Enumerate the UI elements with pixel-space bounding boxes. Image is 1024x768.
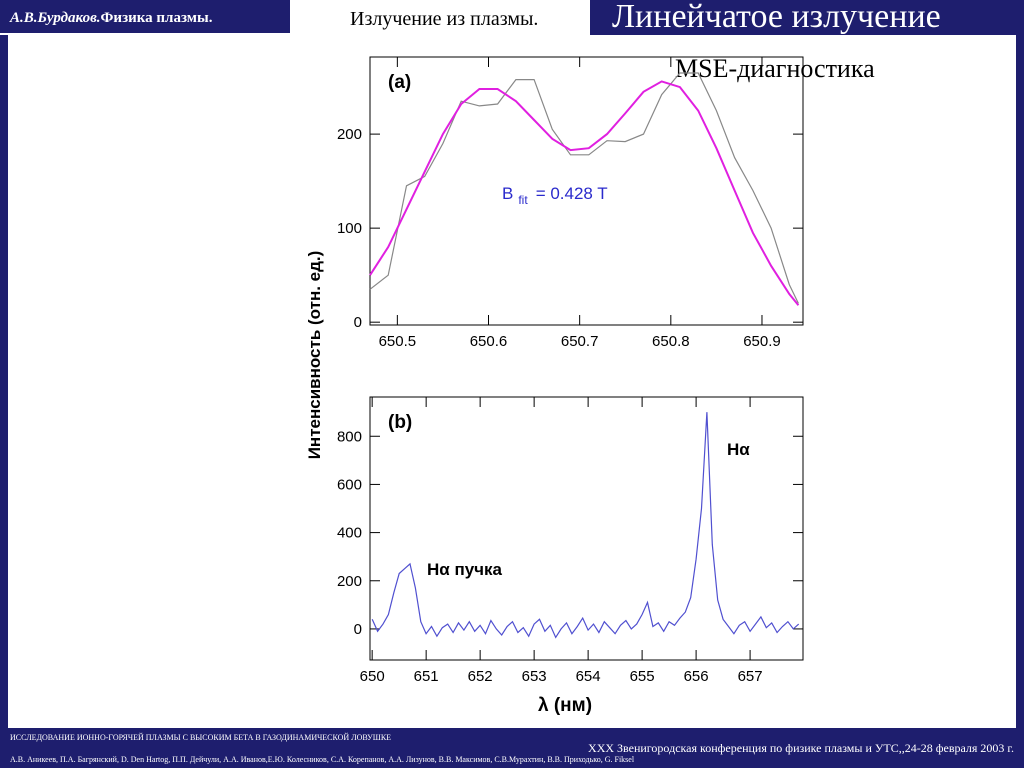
plot-frame <box>369 56 804 326</box>
slide-title: Линейчатое излучение <box>612 0 941 35</box>
data-line <box>371 412 800 639</box>
peak-label: Hα <box>727 440 750 459</box>
x-tick-label: 651 <box>414 668 439 685</box>
y-tick-label: 600 <box>337 476 362 493</box>
footer-conference: XXX Звенигородская конференция по физике… <box>588 741 1014 755</box>
x-tick-label: 656 <box>684 668 709 685</box>
y-tick-label: 200 <box>337 126 362 143</box>
footer-project: ИССЛЕДОВАНИЕ ИОННО-ГОРЯЧЕЙ ПЛАЗМЫ С ВЫСО… <box>10 733 391 742</box>
x-tick-label: 650.8 <box>652 333 690 350</box>
y-tick-label: 100 <box>337 220 362 237</box>
course: Физика плазмы. <box>101 10 213 26</box>
y-tick-label: 0 <box>354 621 362 638</box>
panel-label: (a) <box>388 72 411 93</box>
data-line <box>369 72 799 304</box>
author: А.В.Бурдаков. <box>9 10 101 26</box>
panel-label: (b) <box>388 412 412 433</box>
x-tick-label: 650.6 <box>470 333 508 350</box>
x-tick-label: 650.7 <box>561 333 599 350</box>
fit-symbol: B <box>502 184 513 203</box>
x-tick-label: 650 <box>360 668 385 685</box>
section: Излучение из плазмы. <box>350 8 538 30</box>
y-axis-label: Интенсивность (отн. ед.) <box>305 251 324 460</box>
x-tick-label: 653 <box>522 668 547 685</box>
plot-frame <box>369 396 804 661</box>
y-tick-label: 200 <box>337 573 362 590</box>
header-author-course: А.В.Бурдаков.Физика плазмы. <box>9 10 213 26</box>
fit-subscript: fit <box>518 193 528 207</box>
x-tick-label: 654 <box>576 668 601 685</box>
data-line <box>369 80 800 306</box>
fit-value: = 0.428 T <box>536 184 608 203</box>
section-box <box>290 0 590 35</box>
x-tick-label: 657 <box>738 668 763 685</box>
y-tick-label: 400 <box>337 525 362 542</box>
x-tick-label: 655 <box>630 668 655 685</box>
subtitle: MSE-диагностика <box>675 54 875 83</box>
content-panel <box>8 35 1016 728</box>
y-tick-label: 800 <box>337 428 362 445</box>
x-tick-label: 650.9 <box>743 333 781 350</box>
x-tick-label: 652 <box>468 668 493 685</box>
footer-authors: А.В. Аникеев, П.А. Багрянский, D. Den Ha… <box>10 755 635 764</box>
x-axis-label: λ (нм) <box>538 695 592 716</box>
x-tick-label: 650.5 <box>379 333 417 350</box>
y-tick-label: 0 <box>354 314 362 331</box>
peak-label: Hα пучка <box>427 560 503 579</box>
